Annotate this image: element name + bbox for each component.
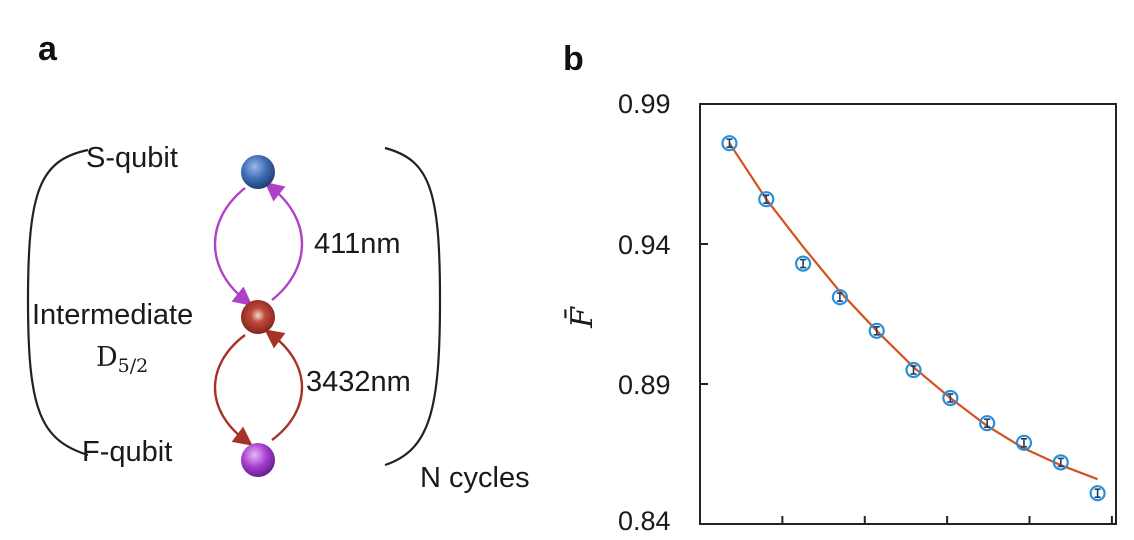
panel-a-label: a (38, 30, 57, 68)
left-bracket (26, 148, 89, 457)
lower-transition-label: 3432nm (306, 366, 411, 398)
fit-curve (728, 142, 1098, 481)
data-point (758, 191, 775, 208)
data-point (1089, 485, 1106, 502)
data-point (979, 415, 996, 432)
data-point (868, 322, 885, 339)
ytick-label: 0.89 (618, 370, 671, 400)
y-axis-label: F̄ (564, 307, 600, 328)
ytick-label: 0.94 (618, 230, 671, 260)
f-qubit-sphere (241, 443, 275, 477)
s-qubit-label: S-qubit (86, 142, 178, 174)
right-bracket (384, 146, 442, 467)
d52-state-label: D5/2 (96, 342, 148, 377)
data-point (905, 361, 922, 379)
upper-arrow-up (264, 181, 304, 301)
data-point (831, 289, 848, 306)
intermediate-label: Intermediate (32, 299, 194, 331)
s-qubit-sphere (241, 155, 275, 189)
lower-arrow-down (213, 334, 253, 446)
data-point (942, 389, 959, 407)
data-point (1052, 454, 1069, 471)
ytick-label: 0.99 (618, 89, 671, 119)
panel-b-label: b (563, 40, 584, 78)
d52-base: D (96, 342, 118, 373)
n-cycles-label: N cycles (420, 462, 530, 494)
data-point (721, 135, 738, 152)
f-qubit-label: F-qubit (82, 436, 173, 468)
upper-transition-label: 411nm (314, 228, 401, 260)
upper-arrow-down (213, 187, 253, 307)
data-point (794, 255, 812, 272)
intermediate-sphere (241, 300, 275, 334)
d52-sub: 5/2 (117, 355, 149, 377)
lower-arrow-up (264, 329, 304, 441)
plot-frame (699, 103, 1117, 525)
ytick-label: 0.84 (618, 506, 671, 536)
data-point (1015, 434, 1033, 451)
